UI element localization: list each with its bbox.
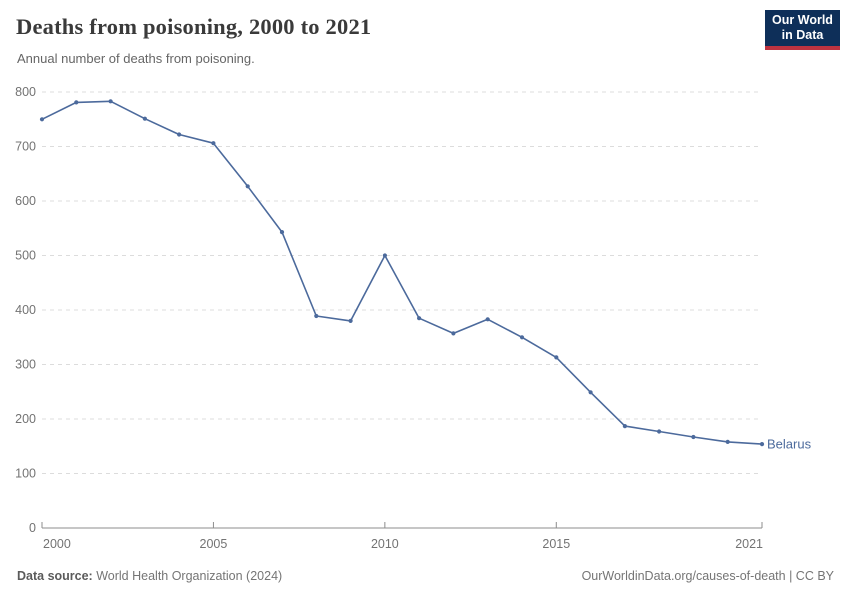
owid-logo-line2: in Data [781, 28, 824, 42]
y-tick-label: 300 [15, 358, 36, 372]
data-point [382, 253, 387, 258]
owid-logo-line1: Our World [772, 13, 833, 27]
data-point [279, 230, 285, 235]
y-tick-label: 100 [15, 467, 36, 481]
y-tick-label: 700 [15, 140, 36, 154]
data-point [417, 316, 422, 321]
x-tick-label: 2015 [542, 537, 570, 551]
data-point [314, 313, 319, 319]
data-source-label: Data source: [17, 569, 93, 583]
data-point [211, 141, 216, 146]
data-point [554, 355, 559, 360]
attribution-note: OurWorldinData.org/causes-of-death | CC … [581, 569, 834, 583]
chart-subtitle: Annual number of deaths from poisoning. [17, 51, 255, 66]
data-point [622, 424, 628, 429]
data-source-note: Data source: World Health Organization (… [17, 569, 282, 583]
x-tick-label: 2005 [200, 537, 228, 551]
data-point [245, 184, 250, 189]
data-point [348, 318, 353, 323]
data-point [142, 116, 147, 121]
y-tick-label: 500 [15, 249, 36, 263]
data-point [39, 117, 45, 122]
data-point [74, 100, 79, 105]
x-tick-label: 2021 [735, 537, 763, 551]
data-point [519, 335, 525, 340]
data-point [759, 442, 765, 447]
data-point [485, 317, 490, 322]
chart-title: Deaths from poisoning, 2000 to 2021 [16, 14, 372, 39]
x-tick-label: 2000 [43, 537, 71, 551]
data-point [108, 99, 113, 104]
y-tick-label: 800 [15, 85, 36, 99]
y-tick-label: 600 [15, 194, 36, 208]
data-point [691, 434, 696, 440]
data-source-value: World Health Organization (2024) [96, 569, 283, 583]
y-tick-label: 200 [15, 412, 36, 426]
series-end-label: Belarus [767, 436, 812, 451]
y-tick-label: 400 [15, 303, 36, 317]
data-point [725, 439, 730, 444]
data-point [177, 132, 182, 137]
data-point [657, 429, 662, 434]
y-tick-label: 0 [29, 521, 36, 535]
series-line-belarus [41, 100, 763, 445]
data-point [451, 331, 456, 336]
owid-logo: Our World in Data [765, 10, 840, 50]
data-point [588, 390, 593, 395]
x-tick-label: 2010 [371, 537, 399, 551]
